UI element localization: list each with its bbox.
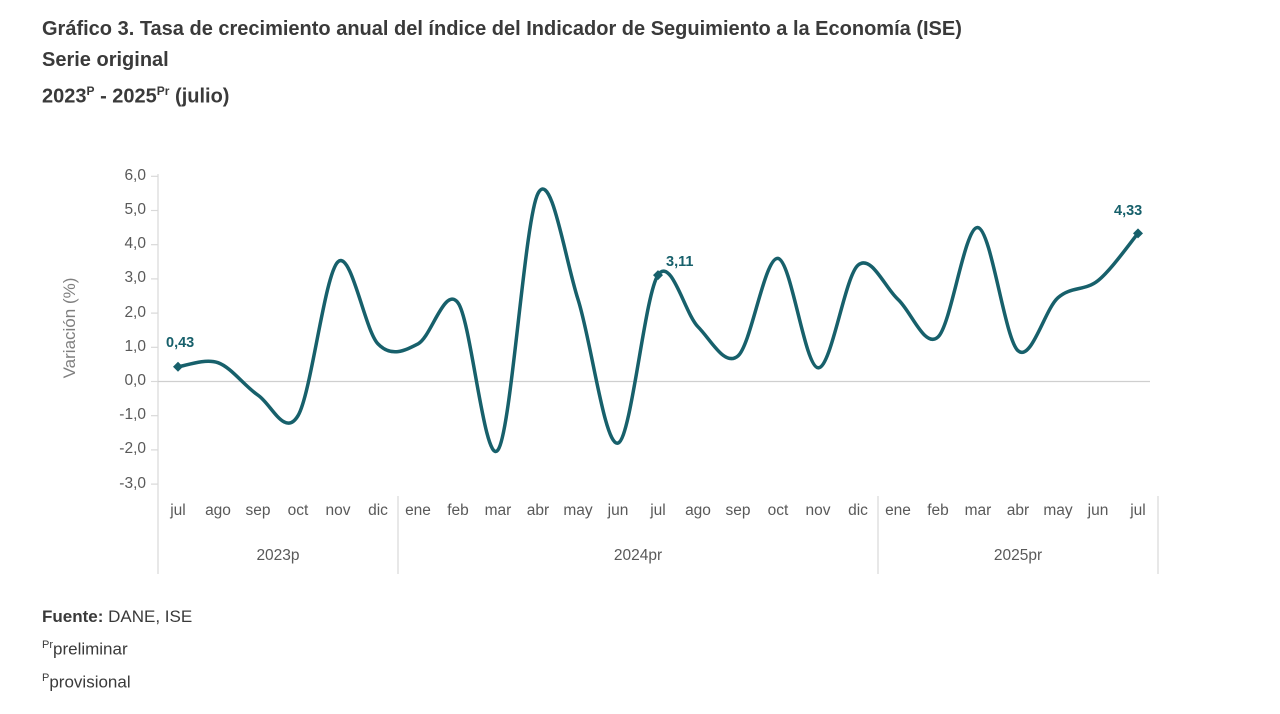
point-marker xyxy=(1133,228,1143,239)
y-axis-title: Variación (%) xyxy=(60,277,79,379)
note-provisional-text: provisional xyxy=(49,672,131,692)
month-label: may xyxy=(563,502,593,519)
month-label: may xyxy=(1043,502,1073,519)
month-label: sep xyxy=(725,502,751,519)
month-label: nov xyxy=(325,502,351,519)
footer: Fuente: DANE, ISE Prpreliminar Pprovisio… xyxy=(42,602,192,696)
month-label: nov xyxy=(805,502,831,519)
month-label: dic xyxy=(368,502,388,519)
note-preliminar: Prpreliminar xyxy=(42,631,192,664)
y-tick-label: 3,0 xyxy=(124,269,146,287)
source-label: Fuente: xyxy=(42,607,104,626)
month-label: feb xyxy=(447,502,469,519)
chart-title-line1: Gráfico 3. Tasa de crecimiento anual del… xyxy=(42,18,962,40)
chart-title-line2: Serie original xyxy=(42,49,169,71)
month-label: oct xyxy=(767,502,789,519)
month-label: jun xyxy=(1087,502,1109,519)
period-separator: - xyxy=(94,85,113,108)
period-start-year: 2023 xyxy=(42,85,87,108)
y-tick-label: 2,0 xyxy=(124,303,146,321)
y-tick-label: 4,0 xyxy=(124,235,146,253)
source-line: Fuente: DANE, ISE xyxy=(42,602,192,631)
month-label: mar xyxy=(484,502,512,519)
chart-title-period: 2023P - 2025Pr (julio) xyxy=(42,76,1182,113)
y-tick-label: 6,0 xyxy=(124,166,146,184)
y-tick-label: -2,0 xyxy=(119,440,146,458)
month-label: jul xyxy=(170,502,186,519)
month-label: dic xyxy=(848,502,868,519)
point-marker xyxy=(173,361,183,372)
year-label: 2024pr xyxy=(613,547,663,564)
data-label: 0,43 xyxy=(166,334,195,351)
month-label: ene xyxy=(405,502,431,519)
point-marker xyxy=(653,270,663,281)
data-label: 4,33 xyxy=(1114,203,1143,220)
month-label: abr xyxy=(1006,502,1030,519)
month-label: sep xyxy=(245,502,271,519)
y-tick-label: 1,0 xyxy=(124,337,146,355)
note-provisional-sup: P xyxy=(42,671,50,684)
month-label: ago xyxy=(685,502,711,519)
month-label: mar xyxy=(964,502,992,519)
month-label: oct xyxy=(287,502,309,519)
month-label: ene xyxy=(885,502,911,519)
series-line xyxy=(176,187,1140,454)
period-end-sup: Pr xyxy=(156,84,170,98)
y-tick-label: -3,0 xyxy=(119,474,146,492)
y-tick-label: 5,0 xyxy=(124,201,146,218)
month-label: jul xyxy=(650,502,666,519)
note-provisional: Pprovisional xyxy=(42,664,192,697)
month-label: feb xyxy=(927,502,949,519)
period-end-year: 2025 xyxy=(112,85,157,108)
data-label: 3,11 xyxy=(666,254,694,271)
note-preliminar-text: preliminar xyxy=(53,639,128,659)
year-label: 2023p xyxy=(256,547,300,564)
period-start-sup: P xyxy=(86,84,95,98)
y-tick-label: 0,0 xyxy=(124,372,146,389)
source-text: DANE, ISE xyxy=(108,607,193,626)
year-label: 2025pr xyxy=(993,547,1043,564)
month-label: jun xyxy=(607,502,629,519)
month-label: ago xyxy=(205,502,231,519)
period-suffix: (julio) xyxy=(169,85,230,108)
note-preliminar-sup: Pr xyxy=(42,639,53,651)
y-tick-label: -1,0 xyxy=(119,406,146,424)
month-label: jul xyxy=(1130,502,1146,519)
month-label: abr xyxy=(526,502,550,519)
chart-title-block: Gráfico 3. Tasa de crecimiento anual del… xyxy=(42,14,1182,113)
